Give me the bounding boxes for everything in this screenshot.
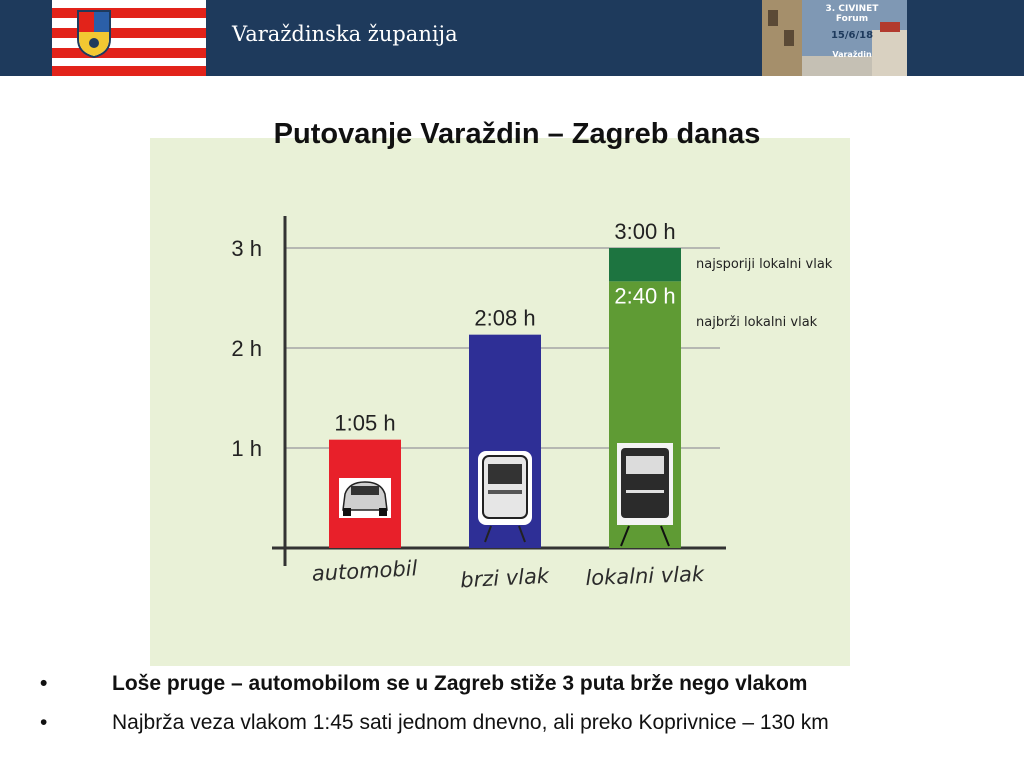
county-coat-of-arms	[52, 0, 206, 76]
slide-title: Putovanje Varaždin – Zagreb danas	[273, 118, 761, 150]
bullet-marker: •	[40, 672, 48, 695]
forum-badge-line2: Forum	[835, 14, 869, 24]
data-label: 2:40 h	[614, 283, 675, 308]
rail	[484, 525, 492, 543]
county-name: Varaždinska županija	[232, 22, 458, 46]
rail	[660, 525, 670, 547]
annotation-label: najbrži lokalni vlak	[696, 315, 818, 330]
bullet-marker: •	[40, 711, 48, 734]
data-label: 2:08 h	[474, 306, 535, 331]
bar-segment-slowest	[609, 248, 681, 282]
annotation-label: najsporiji lokalni vlak	[696, 257, 833, 272]
data-label: 3:00 h	[614, 219, 675, 244]
car-icon	[339, 478, 391, 518]
y-tick-label: 2 h	[231, 336, 262, 361]
category-label: lokalni vlak	[585, 562, 705, 590]
locomotive-icon	[617, 443, 673, 547]
category-label: brzi vlak	[460, 564, 551, 593]
locomotive-stripe	[626, 490, 664, 493]
forum-badge-date: 15/6/18	[830, 30, 874, 41]
data-label: 1:05 h	[334, 411, 395, 436]
header-bar: Varaždinska županija 3. CIVINET Forum 15…	[0, 0, 1024, 76]
category-label: automobil	[311, 556, 418, 586]
train-window	[488, 464, 522, 484]
car-wheel	[379, 508, 387, 516]
civinet-forum-badge: 3. CIVINET Forum 15/6/18 Varaždin	[762, 0, 907, 76]
train-icon	[478, 451, 532, 543]
bullet-text: Loše pruge – automobilom se u Zagreb sti…	[112, 672, 808, 695]
forum-badge-line1: 3. CIVINET	[825, 4, 879, 14]
y-tick-label: 3 h	[231, 236, 262, 261]
car-wheel	[343, 508, 351, 516]
rail	[620, 525, 630, 547]
rail	[518, 525, 526, 543]
travel-time-chart: 1 h 2 h 3 h 1:05 h automobil 2:08 h brzi vlak 3…	[231, 216, 833, 593]
car-windshield	[351, 486, 379, 495]
shield-icon	[77, 10, 111, 59]
forum-badge-city: Varaždin	[832, 50, 872, 59]
chart-panel: 1 h 2 h 3 h 1:05 h automobil 2:08 h brzi vlak 3…	[150, 138, 850, 666]
y-tick-label: 1 h	[231, 436, 262, 461]
train-stripe	[488, 490, 522, 494]
locomotive-window	[626, 456, 664, 474]
bullet-text: Najbrža veza vlakom 1:45 sati jednom dne…	[112, 711, 829, 734]
